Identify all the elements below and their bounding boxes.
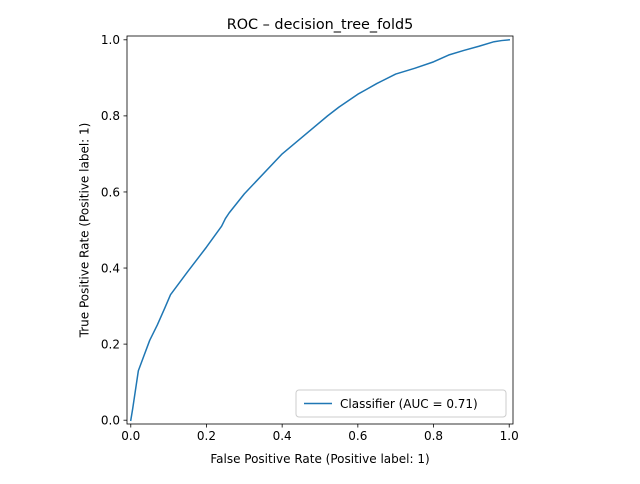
y-tick-label: 0.8 bbox=[101, 109, 120, 123]
y-tick-label: 0.4 bbox=[101, 261, 120, 275]
x-axis: 0.0 0.2 0.4 0.6 0.8 1.0 bbox=[121, 424, 519, 443]
x-tick-label: 0.2 bbox=[197, 429, 216, 443]
chart-title: ROC – decision_tree_fold5 bbox=[227, 17, 414, 33]
y-tick-label: 0.6 bbox=[101, 185, 120, 199]
y-tick-label: 0.2 bbox=[101, 337, 120, 351]
x-tick-label: 1.0 bbox=[500, 429, 519, 443]
legend-label: Classifier (AUC = 0.71) bbox=[340, 397, 478, 411]
x-tick-label: 0.8 bbox=[424, 429, 443, 443]
y-tick-label: 1.0 bbox=[101, 33, 120, 47]
y-axis-label: True Positive Rate (Positive label: 1) bbox=[78, 123, 92, 339]
roc-curve-line bbox=[129, 38, 511, 422]
legend: Classifier (AUC = 0.71) bbox=[295, 389, 507, 418]
plot-area bbox=[126, 35, 514, 425]
x-axis-label: False Positive Rate (Positive label: 1) bbox=[210, 452, 429, 466]
legend-box bbox=[295, 389, 507, 418]
x-tick-label: 0.0 bbox=[121, 429, 140, 443]
y-axis: 0.0 0.2 0.4 0.6 0.8 1.0 bbox=[101, 33, 127, 427]
y-tick-label: 0.0 bbox=[101, 413, 120, 427]
axes-frame bbox=[126, 35, 514, 425]
x-tick-label: 0.4 bbox=[273, 429, 292, 443]
x-tick-label: 0.6 bbox=[348, 429, 367, 443]
